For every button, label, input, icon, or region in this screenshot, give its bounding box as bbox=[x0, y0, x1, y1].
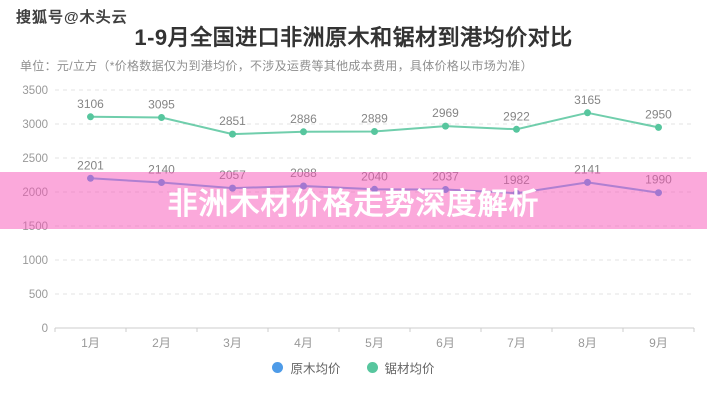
svg-text:9月: 9月 bbox=[649, 336, 668, 350]
svg-text:3106: 3106 bbox=[77, 97, 104, 111]
legend-item-sawn[interactable]: 锯材均价 bbox=[366, 358, 435, 377]
svg-text:3000: 3000 bbox=[22, 119, 48, 131]
svg-text:4月: 4月 bbox=[294, 336, 313, 350]
sohu-watermark: 搜狐号@木头云 bbox=[16, 9, 128, 26]
svg-text:2851: 2851 bbox=[219, 114, 246, 128]
legend-dot-logs-icon bbox=[272, 361, 284, 373]
svg-text:3165: 3165 bbox=[574, 93, 601, 107]
svg-text:1000: 1000 bbox=[22, 255, 48, 267]
chart-subtitle: 单位：元/立方（*价格数据仅为到港均价，不涉及运费等其他成本费用，具体价格以市场… bbox=[20, 59, 533, 73]
svg-text:6月: 6月 bbox=[436, 336, 455, 350]
svg-text:3095: 3095 bbox=[148, 98, 175, 112]
legend-dot-sawn-icon bbox=[366, 361, 378, 373]
legend-label-sawn: 锯材均价 bbox=[384, 361, 435, 376]
legend-label-logs: 原木均价 bbox=[290, 361, 341, 376]
svg-text:2969: 2969 bbox=[432, 106, 459, 120]
svg-text:500: 500 bbox=[29, 289, 48, 301]
svg-text:0: 0 bbox=[42, 323, 48, 335]
svg-text:3月: 3月 bbox=[223, 336, 242, 350]
svg-text:7月: 7月 bbox=[507, 336, 526, 350]
svg-text:2201: 2201 bbox=[77, 158, 104, 172]
svg-text:2950: 2950 bbox=[645, 107, 672, 121]
svg-text:3500: 3500 bbox=[22, 85, 48, 97]
svg-text:2922: 2922 bbox=[503, 109, 530, 123]
svg-text:5月: 5月 bbox=[365, 336, 384, 350]
svg-text:1月: 1月 bbox=[81, 336, 100, 350]
chart-legend: 原木均价 锯材均价 bbox=[0, 355, 707, 379]
overlay-banner: 非洲木材价格走势深度解析 bbox=[0, 172, 707, 229]
svg-text:2500: 2500 bbox=[22, 153, 48, 165]
svg-text:2月: 2月 bbox=[152, 336, 171, 350]
svg-text:2886: 2886 bbox=[290, 112, 317, 126]
chart-title: 1-9月全国进口非洲原木和锯材到港均价对比 bbox=[134, 25, 573, 50]
legend-item-logs[interactable]: 原木均价 bbox=[272, 358, 341, 377]
svg-text:8月: 8月 bbox=[578, 336, 597, 350]
svg-text:2889: 2889 bbox=[361, 112, 388, 126]
overlay-banner-text: 非洲木材价格走势深度解析 bbox=[167, 187, 540, 221]
